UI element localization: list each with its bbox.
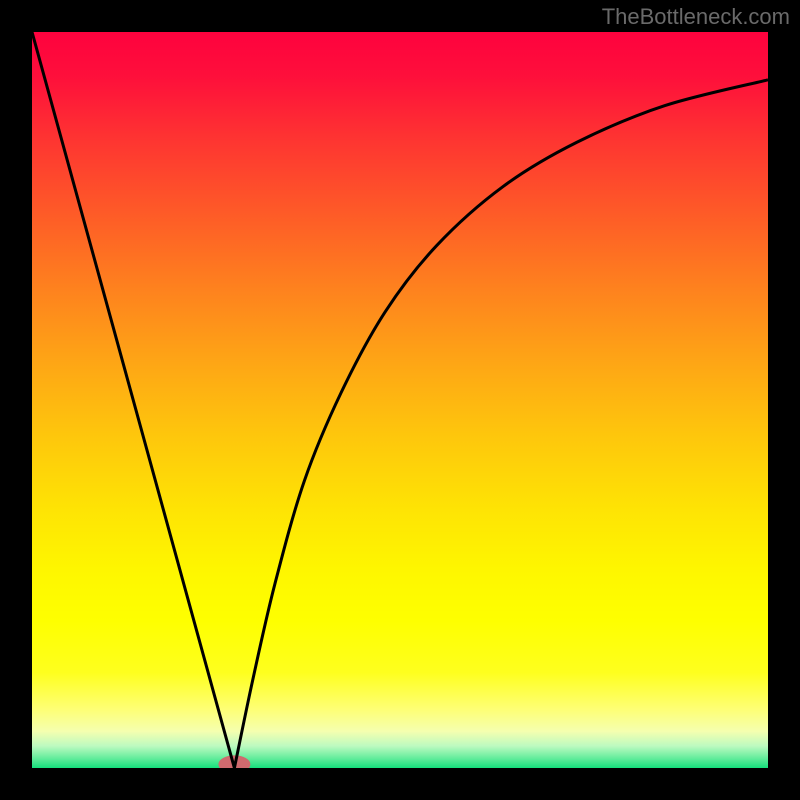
watermark-text: TheBottleneck.com — [602, 4, 790, 30]
chart-container: { "watermark_text": "TheBottleneck.com",… — [0, 0, 800, 800]
bottleneck-chart — [0, 0, 800, 800]
gradient-background — [32, 32, 768, 768]
